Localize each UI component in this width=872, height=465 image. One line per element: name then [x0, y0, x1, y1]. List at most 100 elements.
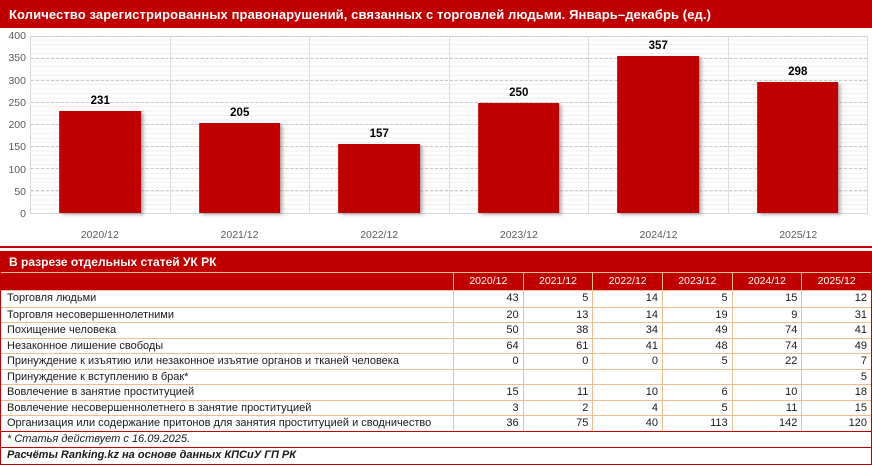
table-cell: 10: [592, 385, 662, 400]
table-cell: [522, 369, 593, 384]
table-cell: 3: [453, 400, 523, 415]
table-cell: 15: [801, 400, 871, 415]
table-row: Торговля несовершеннолетними 20 13 14 19 9 31: [1, 306, 871, 322]
table-cell: 5: [661, 291, 732, 307]
table-header-spacer: [1, 273, 453, 290]
y-tick-label: 400: [8, 30, 26, 42]
row-label: Торговля людьми: [7, 292, 97, 304]
bar-value-label: 250: [509, 87, 529, 99]
bar-2022/12: [338, 143, 421, 213]
x-tick-label: 2020/12: [80, 229, 119, 241]
table-cell: 5: [801, 369, 871, 384]
table-cell: 0: [592, 354, 662, 369]
table-header-cell: 2022/12: [592, 273, 662, 290]
table-cell: [592, 369, 662, 384]
table-row: Организация или содержание притонов для …: [1, 415, 871, 431]
table-cell: 49: [661, 323, 732, 338]
table-cell: 14: [592, 291, 662, 307]
row-label: Торговля несовершеннолетними: [7, 308, 174, 321]
x-axis: 2020/12 2021/12 2022/12 2023/12 2024/12 2025/…: [30, 222, 868, 241]
table-cell: 11: [731, 400, 802, 415]
chart-title: Количество зарегистрированных правонаруш…: [9, 6, 712, 22]
table-body: Торговля людьми 43 5 14 5 15 12 Торговля несове…: [1, 291, 871, 431]
category-slot: 231: [31, 37, 171, 213]
table-row: Торговля людьми 43 5 14 5 15 12: [1, 291, 871, 307]
category-slots: 231 205 157 250 357 298: [31, 37, 867, 213]
table-cell: 142: [731, 416, 802, 431]
bar-2021/12: [198, 122, 281, 213]
table-row: Принуждение к вступлению в брак* 5: [1, 368, 871, 384]
table-cell: 4: [592, 400, 662, 415]
table-cell: 6: [661, 385, 732, 400]
table-cell: 41: [592, 338, 662, 353]
y-tick-label: 150: [8, 141, 26, 154]
table-section-band: В разрезе отдельных статей УК РК: [1, 251, 871, 272]
gridline-major: [31, 36, 867, 37]
table-cell: [731, 369, 802, 384]
category-slot: 298: [729, 37, 868, 213]
table-row: Вовлечение в занятие проституцией 15 11 10 6…: [1, 384, 871, 400]
table-header-row: 2020/12 2021/12 2022/12 2023/12 2024/12 2025/…: [1, 272, 871, 291]
table-cell: 49: [801, 338, 871, 353]
table-cell: 74: [731, 323, 802, 338]
y-tick-label: 50: [14, 185, 26, 198]
table-header-cell: 2025/12: [801, 273, 871, 290]
row-label: Вовлечение несовершеннолетнего в занятие…: [7, 401, 312, 414]
table-cell: 120: [801, 416, 871, 431]
table-section-title: В разрезе отдельных статей УК РК: [9, 254, 217, 269]
table-cell: 15: [731, 291, 802, 307]
table-cell: 10: [731, 385, 802, 400]
table-cell: 18: [801, 385, 871, 400]
x-tick-label: 2024/12: [639, 229, 678, 241]
table-cell: [661, 369, 732, 384]
table-cell: 9: [731, 307, 802, 322]
table-cell: 64: [453, 338, 523, 353]
y-tick-label: 200: [8, 119, 26, 131]
table-cell: 5: [522, 291, 593, 307]
table-row: Незаконное лишение свободы 64 61 41 48 74 49: [1, 337, 871, 353]
table-row: Похищение человека 50 38 34 49 74 41: [1, 322, 871, 338]
table-cell: 5: [661, 400, 732, 415]
y-tick-label: 350: [8, 52, 26, 65]
row-label: Похищение человека: [7, 324, 117, 336]
table-cell: 36: [453, 416, 523, 431]
table-header-cell: 2024/12: [731, 273, 802, 290]
y-tick-label: 300: [8, 74, 26, 87]
table-cell: 7: [801, 354, 871, 369]
table-cell: 34: [592, 323, 662, 338]
y-tick-label: 0: [20, 208, 26, 220]
table-footnote: * Статья действует с 16.09.2025.: [1, 430, 871, 448]
table-cell: 19: [661, 307, 732, 322]
table-cell: 2: [522, 400, 593, 415]
table-cell: 43: [453, 291, 523, 307]
category-slot: 250: [450, 37, 589, 213]
x-tick-label: 2025/12: [779, 229, 818, 241]
table-header-cell: 2023/12: [661, 273, 732, 290]
table-cell: 31: [801, 307, 871, 322]
category-slot: 357: [589, 37, 729, 213]
x-tick-label: 2023/12: [499, 229, 538, 241]
table-cell: 61: [522, 338, 593, 353]
bar-value-label: 157: [369, 127, 389, 140]
bar-value-label: 298: [788, 65, 808, 78]
category-slot: 157: [310, 37, 450, 213]
table-cell: 11: [522, 385, 593, 400]
bar-value-label: 231: [90, 95, 110, 108]
table-cell: 40: [592, 416, 662, 431]
row-label: Организация или содержание притонов для …: [7, 417, 432, 429]
x-tick-label: 2022/12: [360, 229, 399, 241]
category-slot: 205: [171, 37, 310, 213]
table-cell: 48: [661, 338, 732, 353]
table-cell: [453, 369, 523, 384]
table-cell: 15: [453, 385, 523, 400]
table-cell: 41: [801, 323, 871, 338]
row-label: Незаконное лишение свободы: [7, 339, 164, 352]
y-axis: 0 50 100 150 200 250 300 350 400: [0, 30, 26, 220]
table-cell: 74: [731, 338, 802, 353]
table-cell: 12: [801, 291, 871, 307]
x-tick-label: 2021/12: [220, 229, 259, 241]
table-cell: 0: [522, 354, 593, 369]
table-row: Вовлечение несовершеннолетнего в занятие…: [1, 399, 871, 415]
source-note: Расчёты Ranking.kz на основе данных КПСи…: [1, 447, 871, 464]
